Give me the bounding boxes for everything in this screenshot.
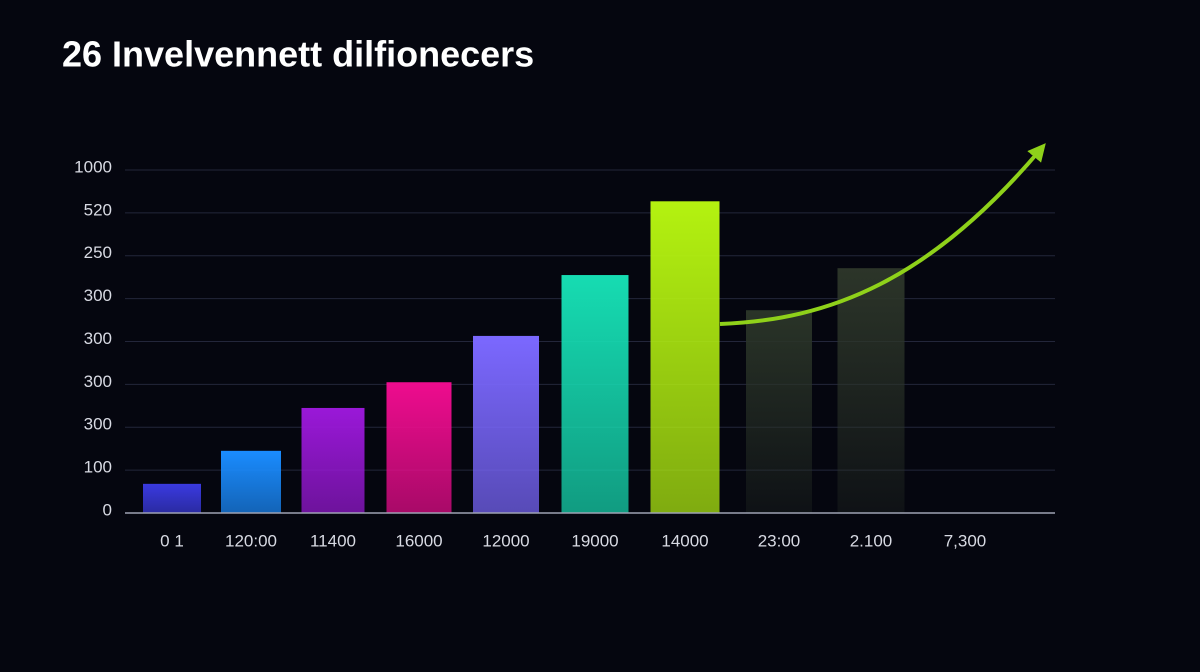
x-tick-label: 120:00 [225,531,277,550]
bar [301,407,365,513]
y-tick-label: 1000 [74,157,112,176]
x-tick-label: 23:00 [758,531,801,550]
y-tick-label: 300 [84,286,112,305]
x-tick-label: 0 1 [160,531,184,550]
x-tick-label: 7,300 [944,531,987,550]
bar [221,450,281,513]
bar [143,483,201,513]
x-tick-label: 11400 [310,531,356,550]
trend-arrow [719,143,1046,326]
x-tick-label: 2.100 [850,531,893,550]
y-tick-label: 300 [84,329,112,348]
y-tick-label: 0 [103,500,112,519]
bar [473,335,539,513]
x-tick-label: 19000 [571,531,618,550]
bar [561,275,629,513]
y-tick-label: 300 [84,415,112,434]
bar [386,382,452,513]
bar [746,310,812,513]
y-tick-label: 520 [84,200,112,219]
bar [837,268,905,513]
bar [650,201,720,513]
x-tick-label: 14000 [661,531,708,550]
y-tick-label: 300 [84,372,112,391]
chart-title: 26 Invelvennett dilfionecers [62,34,534,75]
x-tick-label: 12000 [482,531,529,550]
y-tick-label: 100 [84,458,112,477]
y-tick-label: 250 [84,243,112,262]
x-tick-label: 16000 [395,531,442,550]
